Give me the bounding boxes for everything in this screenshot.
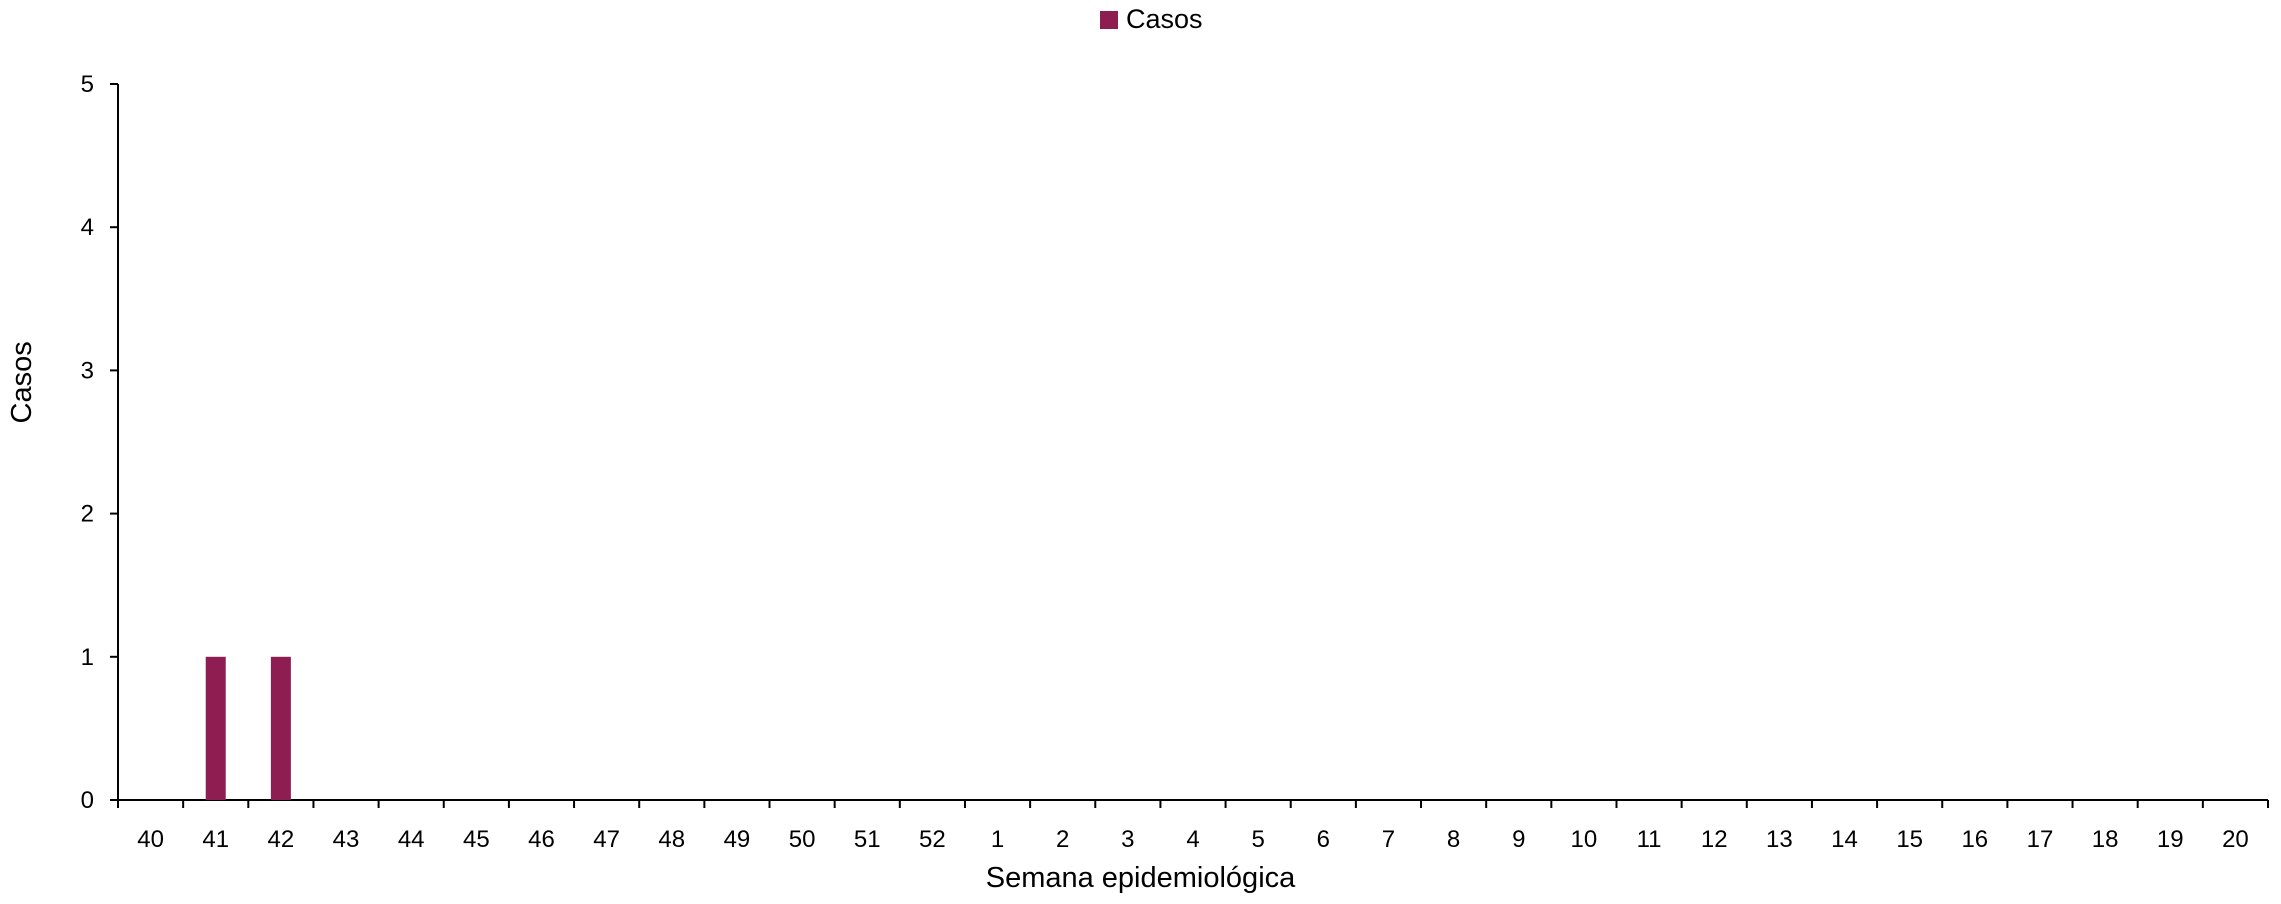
x-tick-label: 16 bbox=[1961, 826, 1988, 853]
x-tick-label: 15 bbox=[1896, 826, 1923, 853]
bar-42 bbox=[270, 656, 291, 800]
legend-swatch bbox=[1100, 10, 1118, 29]
x-tick-label: 14 bbox=[1831, 826, 1858, 853]
y-tick-label: 2 bbox=[81, 501, 94, 528]
x-tick-label: 51 bbox=[854, 826, 881, 853]
y-tick-label: 4 bbox=[81, 214, 94, 241]
x-tick-label: 43 bbox=[333, 826, 360, 853]
x-tick-label: 4 bbox=[1186, 826, 1199, 853]
x-tick-label: 17 bbox=[2027, 826, 2054, 853]
x-tick-label: 19 bbox=[2157, 826, 2184, 853]
x-tick-label: 41 bbox=[202, 826, 229, 853]
x-axis-title: Semana epidemiológica bbox=[985, 862, 1296, 894]
x-tick-label: 46 bbox=[528, 826, 555, 853]
x-tick-label: 8 bbox=[1447, 826, 1460, 853]
x-tick-label: 7 bbox=[1382, 826, 1395, 853]
bar-41 bbox=[205, 656, 226, 800]
legend: Casos bbox=[1100, 4, 1203, 35]
x-tick-label: 12 bbox=[1701, 826, 1728, 853]
x-tick-label: 5 bbox=[1251, 826, 1264, 853]
x-tick-label: 18 bbox=[2092, 826, 2119, 853]
x-tick-label: 40 bbox=[137, 826, 164, 853]
x-tick-label: 50 bbox=[789, 826, 816, 853]
x-tick-label: 20 bbox=[2222, 826, 2249, 853]
x-tick-label: 42 bbox=[268, 826, 295, 853]
x-tick-label: 9 bbox=[1512, 826, 1525, 853]
x-tick-label: 52 bbox=[919, 826, 946, 853]
y-tick-label: 3 bbox=[81, 357, 94, 384]
legend-label: Casos bbox=[1126, 4, 1203, 34]
y-tick-label: 0 bbox=[81, 787, 94, 814]
x-tick-label: 48 bbox=[658, 826, 685, 853]
x-tick-label: 2 bbox=[1056, 826, 1069, 853]
x-tick-label: 11 bbox=[1637, 826, 1662, 853]
x-tick-label: 13 bbox=[1766, 826, 1793, 853]
y-tick-label: 5 bbox=[81, 71, 94, 98]
x-tick-label: 49 bbox=[724, 826, 751, 853]
y-tick-label: 1 bbox=[81, 644, 94, 671]
x-tick-label: 3 bbox=[1121, 826, 1134, 853]
x-tick-label: 47 bbox=[593, 826, 620, 853]
x-tick-label: 44 bbox=[398, 826, 425, 853]
x-tick-label: 1 bbox=[991, 826, 1004, 853]
x-tick-label: 6 bbox=[1317, 826, 1330, 853]
x-tick-label: 10 bbox=[1571, 826, 1598, 853]
x-tick-label: 45 bbox=[463, 826, 490, 853]
